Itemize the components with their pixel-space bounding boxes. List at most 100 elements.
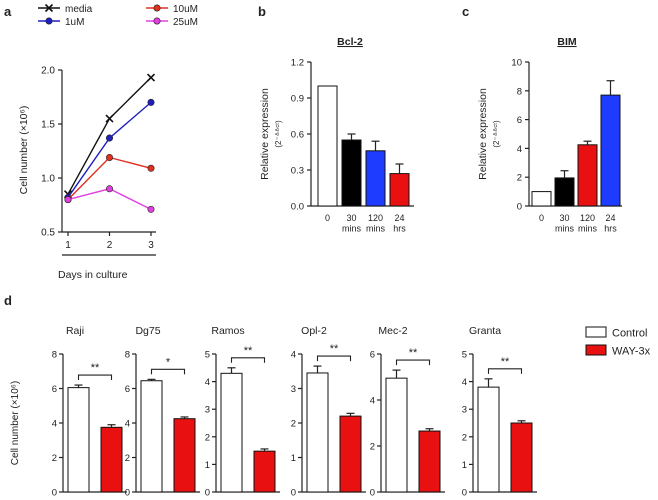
c-y-tick-label: 6 (517, 115, 522, 126)
d-granta-title: Granta (469, 325, 501, 337)
d-raji-sig-label: ** (91, 362, 100, 374)
d-mec-2-bar (385, 377, 408, 493)
d-granta-y-tick-label: 5 (462, 350, 467, 361)
d-raji-y-tick-label: 0 (52, 488, 57, 499)
c-x-tick-label: 0 (539, 213, 544, 223)
d-legend-label: WAY-3x (612, 346, 651, 358)
d-dg75-sig-label: * (166, 356, 171, 368)
d-mec-2-y-tick-label: 0 (370, 488, 375, 499)
a-x-tick-label: 3 (148, 240, 154, 251)
d-opl-2-title: Opl-2 (301, 325, 327, 337)
c-y-tick-label: 4 (517, 144, 522, 155)
d-ramos-y-tick-label: 1 (205, 460, 210, 471)
b-y-tick-label: 0.9 (291, 94, 304, 105)
d-opl-2-y-tick-label: 0 (291, 488, 296, 499)
d-ramos-y-tick-label: 0 (205, 488, 210, 499)
c-y-tick-label: 0 (517, 202, 522, 213)
d-y-axis-label: Cell number (×10⁶) (10, 381, 21, 465)
d-granta-bar (477, 386, 500, 493)
d-raji-y-tick-label: 4 (52, 419, 57, 430)
d-granta-y-tick-label: 2 (462, 432, 467, 443)
d-ramos-y-tick-label: 4 (205, 377, 210, 388)
b-y-tick-label: 0.0 (291, 202, 304, 213)
d-dg75-bar (140, 380, 163, 493)
c-x-tick-label: 30 (559, 213, 569, 223)
d-opl-2-bar (339, 415, 362, 493)
d-dg75-y-tick-label: 6 (125, 384, 130, 395)
c-bar (531, 191, 552, 207)
chart-layer: 0.5 1.0 1.5 2.0 1 2 3 Days in culture Cell numbe… (10, 3, 651, 499)
a-y-tick-label: 2.0 (41, 66, 55, 77)
c-x-tick-label: hrs (604, 224, 617, 234)
b-y-axis-label: Relative expression (259, 88, 271, 180)
c-y-tick-label: 2 (517, 173, 522, 184)
d-dg75-y-tick-label: 8 (125, 350, 130, 361)
b-y-tick-label: 0.6 (291, 130, 304, 141)
b-x-tick-label: mins (366, 224, 386, 234)
a-legend-marker (153, 17, 161, 25)
a-legend-label: 10uM (173, 4, 198, 15)
d-granta-y-tick-label: 1 (462, 460, 467, 471)
b-x-tick-label: 24 (394, 213, 404, 223)
d-ramos-sig-label: ** (244, 345, 253, 357)
b-x-tick-label: mins (342, 224, 362, 234)
b-x-tick-label: 120 (368, 213, 383, 223)
d-mec-2-sig-bracket (395, 359, 431, 366)
d-dg75-sig-bracket (150, 368, 186, 375)
a-legend-label: 25uM (173, 17, 198, 28)
b-title: Bcl-2 (337, 36, 363, 48)
c-bar (554, 177, 575, 207)
a-y-tick-label: 1.5 (41, 120, 55, 131)
panel-label-b: b (258, 4, 266, 19)
a-x-tick-label: 1 (65, 240, 71, 251)
b-y-axis-label-unit: (2⁻ᐞᐞᶜᵗ) (274, 120, 283, 148)
a-y-tick-label: 1.0 (41, 174, 55, 185)
d-mec-2-y-tick-label: 2 (370, 442, 375, 453)
b-bar (365, 150, 386, 207)
c-bar (600, 94, 621, 207)
a-point-marker (64, 196, 72, 204)
d-ramos-sig-bracket (230, 357, 266, 363)
b-bar (317, 85, 338, 207)
d-raji-bar (67, 387, 90, 493)
d-raji-y-tick-label: 6 (52, 384, 57, 395)
d-granta-y-tick-label: 3 (462, 405, 467, 416)
d-dg75-y-tick-label: 2 (125, 453, 130, 464)
d-opl-2-y-tick-label: 4 (291, 350, 296, 361)
panel-label-c: c (462, 4, 469, 19)
d-dg75-y-tick-label: 0 (125, 488, 130, 499)
a-point-marker (146, 73, 156, 82)
a-legend-label: media (65, 4, 93, 15)
d-opl-2-bar (306, 372, 329, 493)
b-y-tick-label: 0.3 (291, 166, 304, 177)
d-raji-y-tick-label: 2 (52, 453, 57, 464)
d-legend-swatch (585, 344, 607, 356)
d-granta-y-tick-label: 0 (462, 488, 467, 499)
a-x-tick-label: 2 (107, 240, 113, 251)
d-opl-2-y-tick-label: 1 (291, 453, 296, 464)
a-legend-marker (153, 4, 161, 12)
c-title: BIM (557, 36, 577, 48)
d-granta-sig-label: ** (501, 356, 510, 368)
a-y-axis-label: Cell number (×10⁶) (18, 106, 30, 195)
d-ramos-y-tick-label: 5 (205, 350, 210, 361)
c-y-tick-label: 8 (517, 86, 522, 97)
b-x-tick-label: hrs (393, 224, 406, 234)
d-raji-sig-bracket (77, 374, 113, 381)
d-granta-sig-bracket (487, 368, 523, 374)
d-ramos-y-tick-label: 2 (205, 432, 210, 443)
d-raji-bar (100, 426, 123, 493)
panel-label-a: a (4, 4, 12, 19)
d-opl-2-y-tick-label: 3 (291, 384, 296, 395)
c-x-tick-label: 24 (605, 213, 615, 223)
d-legend-label: Control (612, 328, 647, 340)
d-mec-2-y-tick-label: 6 (370, 350, 375, 361)
d-mec-2-bar (418, 430, 441, 493)
c-x-tick-label: 120 (580, 213, 595, 223)
d-legend-swatch (585, 326, 607, 338)
a-legend-marker (44, 3, 54, 13)
a-series-line (67, 101, 152, 198)
a-point-marker (106, 134, 114, 142)
d-ramos-bar (220, 372, 243, 493)
b-x-tick-label: 30 (346, 213, 356, 223)
